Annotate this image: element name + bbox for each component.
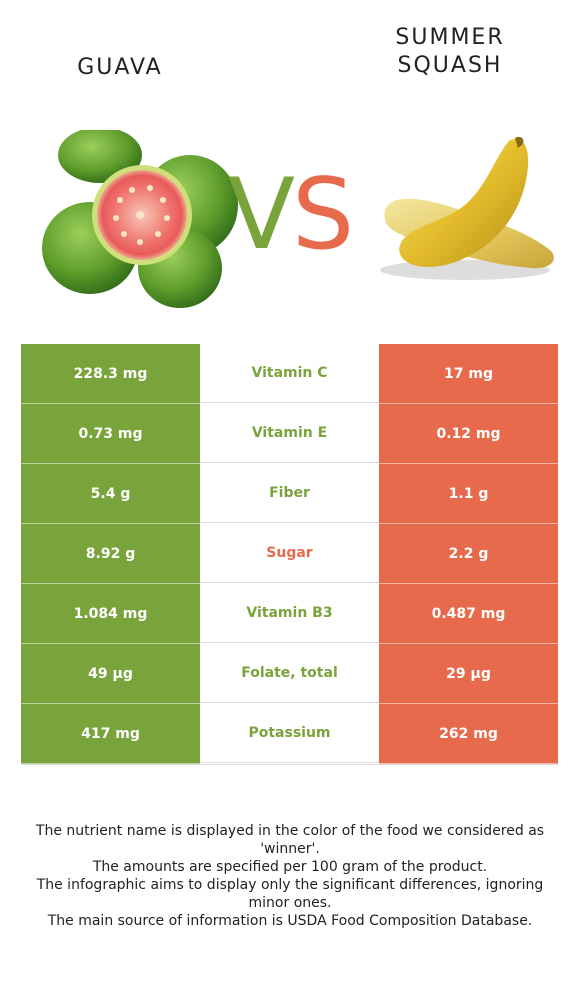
nutrient-row: 1.084 mg Vitamin B3 0.487 mg	[21, 584, 558, 644]
right-value: 17 mg	[379, 344, 558, 404]
nutrient-name: Vitamin E	[200, 404, 379, 463]
left-value: 0.73 mg	[21, 404, 200, 464]
footer-line: The nutrient name is displayed in the co…	[35, 823, 545, 857]
guava-image	[42, 130, 238, 308]
footer-notes: The nutrient name is displayed in the co…	[20, 822, 560, 930]
nutrient-name: Sugar	[200, 524, 379, 583]
nutrient-name: Vitamin B3	[200, 584, 379, 643]
left-value: 228.3 mg	[21, 344, 200, 404]
footer-line: The main source of information is USDA F…	[47, 913, 533, 929]
summer-squash-image	[380, 136, 554, 280]
right-value: 2.2 g	[379, 524, 558, 584]
left-food-title: GUAVA	[77, 55, 163, 80]
nutrient-name: Vitamin C	[200, 344, 379, 403]
nutrient-row: 8.92 g Sugar 2.2 g	[21, 524, 558, 584]
nutrient-row: 0.73 mg Vitamin E 0.12 mg	[21, 404, 558, 464]
footer-line: The amounts are specified per 100 gram o…	[92, 859, 488, 875]
footer-line: The infographic aims to display only the…	[36, 877, 544, 911]
nutrient-row: 49 µg Folate, total 29 µg	[21, 644, 558, 704]
left-value: 5.4 g	[21, 464, 200, 524]
nutrient-row: 5.4 g Fiber 1.1 g	[21, 464, 558, 524]
left-value: 49 µg	[21, 644, 200, 704]
right-value: 0.487 mg	[379, 584, 558, 644]
left-value: 417 mg	[21, 704, 200, 764]
comparison-table: 228.3 mg Vitamin C 17 mg 0.73 mg Vitamin E 0.…	[21, 344, 558, 765]
nutrient-name: Potassium	[200, 704, 379, 763]
vs-s-letter: S	[292, 158, 355, 272]
nutrient-row: 417 mg Potassium 262 mg	[21, 704, 558, 765]
right-value: 262 mg	[379, 704, 558, 764]
left-value: 1.084 mg	[21, 584, 200, 644]
nutrient-name: Folate, total	[200, 644, 379, 703]
nutrient-row: 228.3 mg Vitamin C 17 mg	[21, 344, 558, 404]
right-value: 29 µg	[379, 644, 558, 704]
right-value: 1.1 g	[379, 464, 558, 524]
left-value: 8.92 g	[21, 524, 200, 584]
vs-v-letter: V	[228, 158, 296, 272]
nutrient-name: Fiber	[200, 464, 379, 523]
right-value: 0.12 mg	[379, 404, 558, 464]
right-food-title: SUMMER SQUASH	[395, 25, 505, 78]
